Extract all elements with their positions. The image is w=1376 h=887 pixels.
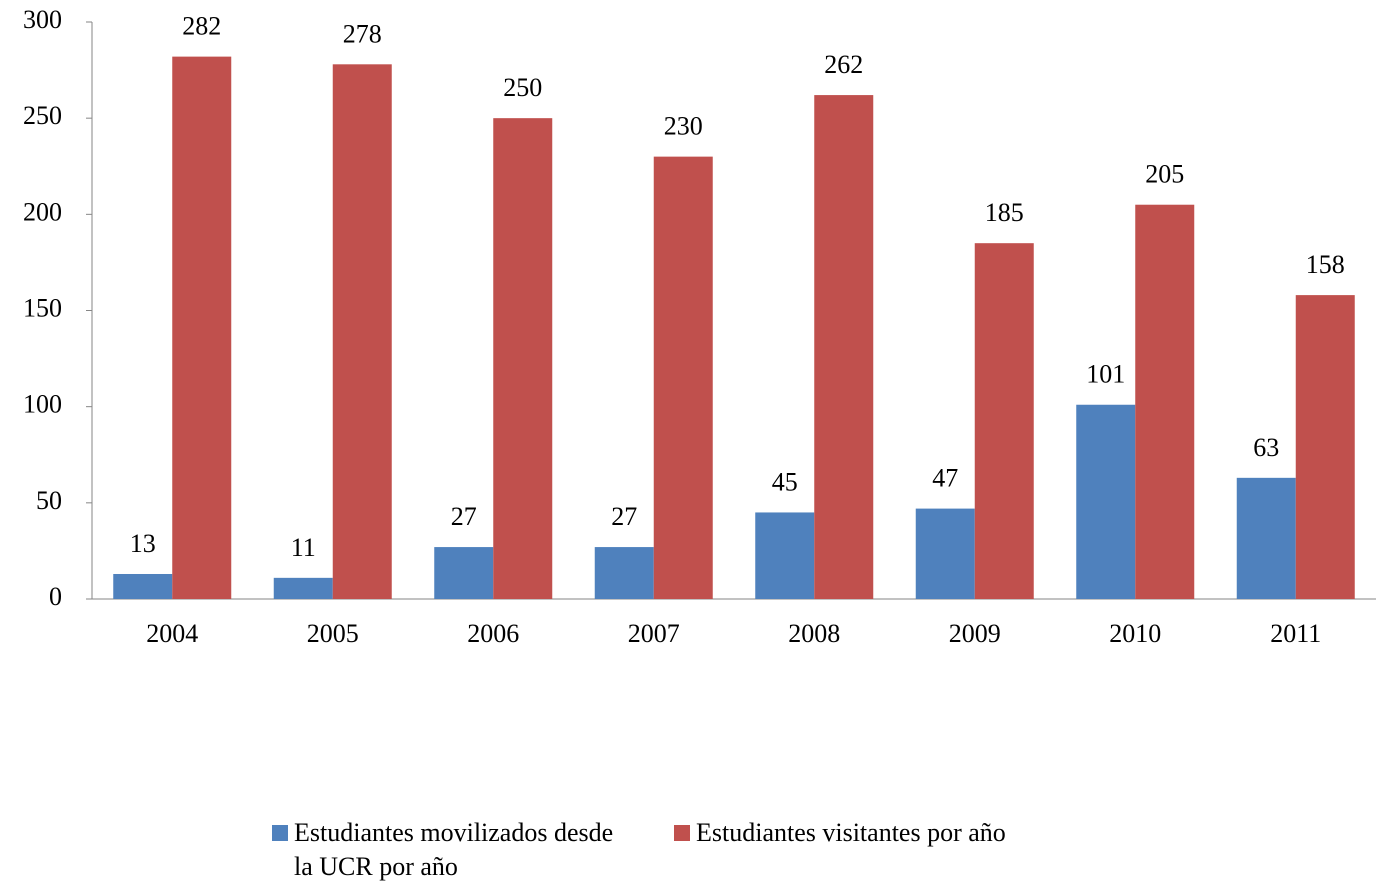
- data-label: 250: [503, 73, 542, 102]
- data-label: 101: [1086, 360, 1125, 389]
- x-tick-label: 2006: [467, 619, 519, 648]
- bar: [1135, 204, 1195, 599]
- x-tick-label: 2008: [788, 619, 840, 648]
- bar: [974, 243, 1034, 599]
- data-label: 158: [1306, 250, 1345, 279]
- bar: [273, 577, 333, 599]
- legend-entry: Estudiantes movilizados desde la UCR por…: [272, 816, 614, 884]
- data-label: 13: [130, 529, 156, 558]
- data-label: 230: [664, 112, 703, 141]
- legend: Estudiantes movilizados desde la UCR por…: [272, 816, 1006, 884]
- y-tick-label: 0: [49, 582, 62, 611]
- bar: [434, 547, 494, 599]
- y-tick-label: 50: [36, 486, 62, 515]
- data-label: 278: [343, 19, 382, 48]
- data-label: 47: [932, 464, 958, 493]
- bar: [594, 547, 654, 599]
- bar: [1295, 295, 1355, 599]
- x-tick-label: 2009: [949, 619, 1001, 648]
- bar: [915, 508, 975, 599]
- bar: [493, 118, 553, 600]
- bar: [113, 573, 173, 599]
- legend-swatch: [272, 825, 288, 841]
- legend-label: Estudiantes movilizados desde la UCR por…: [294, 818, 614, 881]
- x-tick-label: 2004: [146, 619, 198, 648]
- data-label: 262: [824, 50, 863, 79]
- data-label: 27: [611, 502, 637, 531]
- bar: [172, 56, 232, 600]
- data-label: 205: [1145, 160, 1184, 189]
- data-label: 27: [451, 502, 477, 531]
- x-tick-label: 2005: [307, 619, 359, 648]
- legend-entry: Estudiantes visitantes por año: [674, 816, 1006, 884]
- legend-swatch: [674, 825, 690, 841]
- data-label: 11: [291, 533, 316, 562]
- y-tick-label: 250: [23, 101, 62, 130]
- legend-label: Estudiantes visitantes por año: [696, 818, 1006, 847]
- data-label: 63: [1253, 433, 1279, 462]
- y-tick-label: 300: [23, 5, 62, 34]
- data-label: 282: [182, 12, 221, 41]
- bar: [332, 64, 392, 599]
- y-tick-label: 100: [23, 390, 62, 419]
- bar: [1236, 477, 1296, 599]
- data-label: 185: [985, 198, 1024, 227]
- data-label: 45: [772, 467, 798, 496]
- chart: 0 50 100 150 200 250 300 2004 13 282 2005 11 278 2006…: [23, 5, 1376, 648]
- x-tick-label: 2007: [628, 619, 680, 648]
- bar: [653, 156, 713, 599]
- bar: [755, 512, 815, 599]
- x-tick-label: 2010: [1109, 619, 1161, 648]
- y-tick-label: 200: [23, 197, 62, 226]
- x-tick-label: 2011: [1270, 619, 1321, 648]
- y-tick-label: 150: [23, 293, 62, 322]
- bar: [814, 95, 874, 599]
- bar: [1076, 404, 1136, 599]
